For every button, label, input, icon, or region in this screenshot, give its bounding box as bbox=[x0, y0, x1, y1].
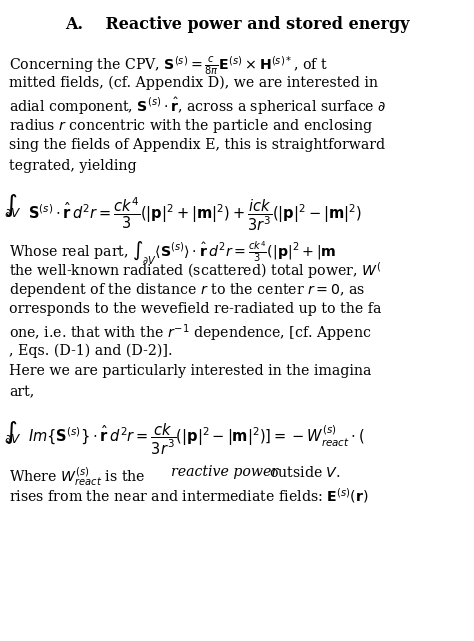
Text: sing the fields of Appendix E, this is straightforward: sing the fields of Appendix E, this is s… bbox=[9, 138, 386, 152]
Text: one, i.e. that with the $r^{-1}$ dependence, [cf. Appenc: one, i.e. that with the $r^{-1}$ depende… bbox=[9, 322, 372, 344]
Text: , Eqs. (D-1) and (D-2)].: , Eqs. (D-1) and (D-2)]. bbox=[9, 344, 173, 358]
Text: tegrated, yielding: tegrated, yielding bbox=[9, 158, 137, 172]
Text: orresponds to the wevefield re-radiated up to the fa: orresponds to the wevefield re-radiated … bbox=[9, 302, 382, 315]
Text: Whose real part, $\int_{\partial V} \langle \mathbf{S}^{(s)} \rangle \cdot\hat{\: Whose real part, $\int_{\partial V} \lan… bbox=[9, 239, 337, 267]
Text: $\mathbf{S}^{(s)} \cdot \hat{\mathbf{r}}\, d^2r = \dfrac{ck^4}{3}(|\mathbf{p}|^2: $\mathbf{S}^{(s)} \cdot \hat{\mathbf{r}}… bbox=[28, 196, 362, 233]
Text: mitted fields, (cf. Appendix D), we are interested in: mitted fields, (cf. Appendix D), we are … bbox=[9, 75, 378, 90]
Text: art,: art, bbox=[9, 385, 35, 399]
Text: Here we are particularly interested in the imagina: Here we are particularly interested in t… bbox=[9, 364, 372, 378]
Text: $\partial V$: $\partial V$ bbox=[4, 433, 21, 446]
Text: $Im\{\mathbf{S}^{(s)}\} \cdot \hat{\mathbf{r}}\, d^2r = \dfrac{ck}{3r^3}(|\mathb: $Im\{\mathbf{S}^{(s)}\} \cdot \hat{\math… bbox=[28, 422, 365, 457]
Text: A.    Reactive power and stored energy: A. Reactive power and stored energy bbox=[65, 16, 409, 33]
Text: rises from the near and intermediate fields: $\mathbf{E}^{(s)}(\mathbf{r})$: rises from the near and intermediate fie… bbox=[9, 487, 369, 505]
Text: reactive power: reactive power bbox=[171, 465, 278, 479]
Text: adial component, $\mathbf{S}^{(s)} \cdot \hat{\mathbf{r}}$, across a spherical s: adial component, $\mathbf{S}^{(s)} \cdot… bbox=[9, 96, 387, 117]
Text: Concerning the CPV, $\mathbf{S}^{(s)} = \frac{c}{8\pi}\mathbf{E}^{(s)} \times \m: Concerning the CPV, $\mathbf{S}^{(s)} = … bbox=[9, 54, 328, 77]
Text: dependent of the distance $r$ to the center $r = 0$, as: dependent of the distance $r$ to the cen… bbox=[9, 281, 366, 299]
Text: radius $r$ concentric with the particle and enclosing: radius $r$ concentric with the particle … bbox=[9, 117, 374, 135]
Text: $\int$: $\int$ bbox=[4, 419, 17, 445]
Text: $\int$: $\int$ bbox=[4, 192, 17, 219]
Text: Where $W^{(s)}_{react}$ is the: Where $W^{(s)}_{react}$ is the bbox=[9, 465, 147, 488]
Text: outside $V$.: outside $V$. bbox=[269, 465, 341, 480]
Text: the well-known radiated (scattered) total power, $W^($: the well-known radiated (scattered) tota… bbox=[9, 260, 382, 281]
Text: $\partial V$: $\partial V$ bbox=[4, 207, 21, 220]
